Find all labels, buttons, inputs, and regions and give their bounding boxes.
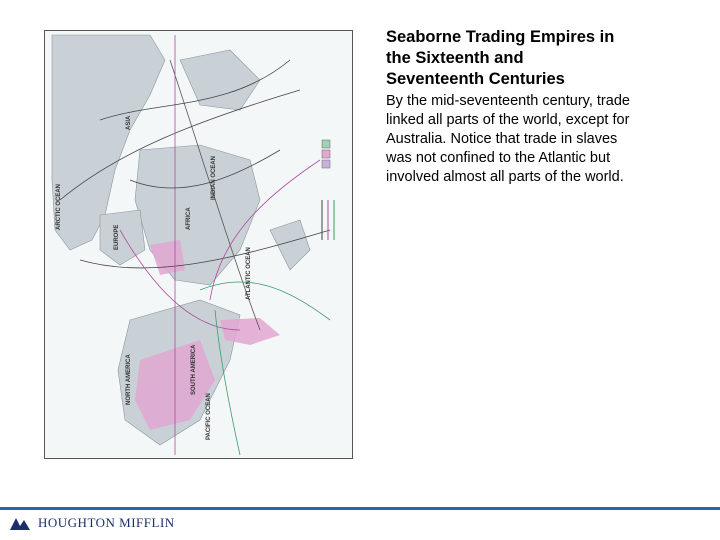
map-label: SOUTH AMERICA <box>191 344 197 395</box>
title-line: the Sixteenth and <box>386 49 524 67</box>
text-line: linked all parts of the world, except fo… <box>386 112 630 128</box>
map-label: PACIFIC OCEAN <box>206 393 212 440</box>
map-label: INDIAN OCEAN <box>211 156 217 200</box>
map-label: NORTH AMERICA <box>126 354 132 405</box>
text-line: By the mid-seventeenth century, trade <box>386 93 630 109</box>
map-label: ASIA <box>126 115 132 130</box>
map-label: ATLANTIC OCEAN <box>246 247 252 300</box>
map-label: AFRICA <box>186 207 192 230</box>
title-line: Seaborne Trading Empires in <box>386 28 615 46</box>
publisher-logo: HOUGHTON MIFFLIN <box>38 515 175 530</box>
map-label: ARCTIC OCEAN <box>56 184 62 230</box>
map-legend <box>321 139 335 240</box>
text-line: Australia. Notice that trade in slaves <box>386 131 618 147</box>
logo-icon <box>10 518 30 530</box>
footer-rule <box>0 507 720 510</box>
title-line: Seventeenth Centuries <box>386 70 565 88</box>
text-line: involved almost all parts of the world. <box>386 169 624 185</box>
map-label: EUROPE <box>114 225 120 250</box>
text-line: was not confined to the Atlantic but <box>386 150 611 166</box>
map-trade-routes <box>59 35 331 456</box>
slide-title: Seaborne Trading Empires in the Sixteent… <box>386 27 614 90</box>
slide-text: By the mid-seventeenth century, trade li… <box>386 92 630 187</box>
